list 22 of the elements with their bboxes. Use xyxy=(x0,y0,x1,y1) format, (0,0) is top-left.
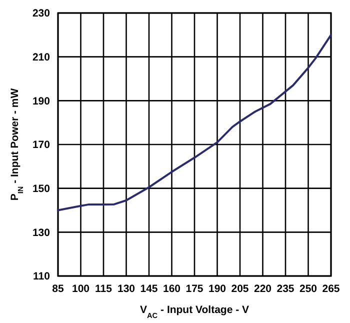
x-tick-label: 160 xyxy=(162,283,181,295)
x-tick-label: 250 xyxy=(299,283,318,295)
y-tick-label: 210 xyxy=(32,52,50,64)
line-series xyxy=(57,34,332,212)
x-tick-label: 205 xyxy=(231,283,249,295)
y-tick-label: 230 xyxy=(32,8,50,20)
x-axis-title: V$_{AC}$ - Input Voltage - V xyxy=(140,304,250,320)
y-tick-label: 190 xyxy=(32,95,50,108)
y-tick-label: 150 xyxy=(32,183,50,196)
x-tick-label: 175 xyxy=(186,283,204,295)
y-tick-label: 170 xyxy=(32,139,50,152)
x-tick-label: 145 xyxy=(140,283,158,295)
x-tick-label: 115 xyxy=(95,283,112,295)
x-tick-label: 130 xyxy=(117,283,136,295)
x-tick-label: 85 xyxy=(52,283,64,295)
y-tick-label: 130 xyxy=(32,226,50,239)
x-tick-label: 190 xyxy=(208,283,226,295)
x-tick-label: 265 xyxy=(322,283,340,295)
x-tick-label: 100 xyxy=(72,283,90,295)
x-tick-label: 235 xyxy=(276,283,294,295)
y-tick-label: 110 xyxy=(33,270,50,283)
x-tick-label: 220 xyxy=(254,283,272,295)
